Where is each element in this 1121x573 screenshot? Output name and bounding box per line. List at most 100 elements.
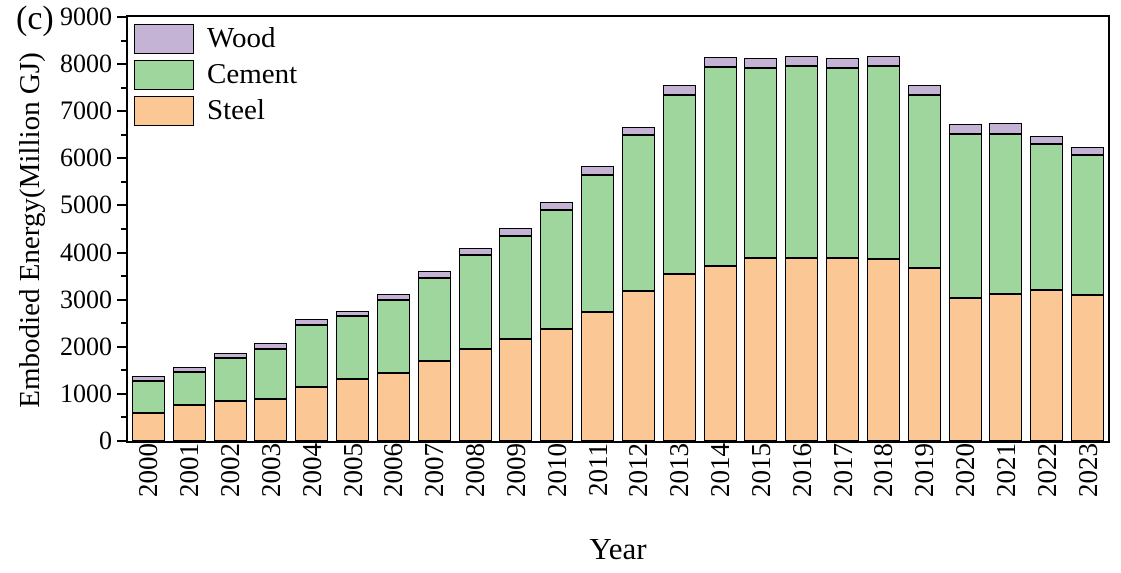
x-tick-label: 2020 [950,443,981,497]
y-tick-label: 2000 [60,331,112,361]
bar-segment-steel [866,258,900,441]
bar-segment-wood [744,58,778,69]
bar-segment-wood [336,310,370,317]
x-tick-label: 2014 [705,443,736,497]
legend-item-cement: Cement [134,58,297,91]
x-tick-label: 2017 [827,443,858,497]
bar-segment-cement [581,174,615,312]
bar-2010 [540,201,574,441]
bar-segment-steel [989,294,1023,441]
bar-segment-steel [213,401,247,441]
y-major-tick [117,251,126,254]
y-major-tick [117,110,126,113]
y-tick-label: 8000 [60,49,112,79]
y-major-tick [117,440,126,442]
bar-segment-steel [458,349,492,441]
bar-segment-steel [826,257,860,441]
bar-2018 [866,55,900,441]
y-major-tick [117,204,126,207]
x-axis-title: Year [589,531,647,566]
y-tick-label: 4000 [60,237,112,267]
panel-label: (c) [16,0,54,37]
y-major-tick [117,298,126,301]
bar-segment-wood [866,55,900,66]
x-tick-label: 2011 [582,443,613,496]
bar-segment-steel [703,266,737,441]
x-tick-label: 2007 [419,443,450,497]
legend-swatch-cement [134,59,194,90]
bar-2002 [213,352,247,441]
y-major-tick [117,392,126,395]
bar-segment-cement [172,371,206,406]
bar-segment-cement [1071,154,1105,296]
bar-segment-wood [581,165,615,175]
bar-2011 [581,165,615,441]
bar-segment-cement [866,65,900,259]
bar-segment-wood [662,85,696,95]
bar-segment-wood [254,343,288,349]
legend-swatch-wood [134,23,194,54]
y-major-tick [117,63,126,66]
bar-segment-cement [540,210,574,329]
x-tick-label: 2018 [868,443,899,497]
bar-segment-cement [703,67,737,267]
x-tick-label: 2003 [255,443,286,497]
bar-segment-cement [621,134,655,291]
legend-label: Steel [207,94,265,126]
y-minor-tick [121,133,126,136]
y-major-tick [117,157,126,160]
bar-2005 [336,310,370,441]
bar-segment-wood [785,56,819,67]
legend-item-wood: Wood [134,22,297,55]
bar-segment-wood [376,294,410,301]
bar-2008 [458,248,492,441]
bar-segment-wood [1030,135,1064,144]
bar-2013 [662,85,696,441]
x-tick-label: 2021 [990,443,1021,497]
x-tick-label: 2022 [1031,443,1062,497]
bar-2012 [621,126,655,441]
bar-segment-steel [907,267,941,441]
legend-label: Wood [207,22,276,54]
y-tick-label: 5000 [60,190,112,220]
y-major-tick [117,345,126,348]
bar-segment-steel [295,386,329,441]
y-minor-tick [121,369,126,372]
bar-segment-steel [131,412,165,441]
y-minor-tick [121,416,126,419]
bar-segment-steel [172,405,206,441]
bar-segment-wood [621,126,655,135]
bar-segment-wood [172,366,206,372]
bar-2020 [948,124,982,441]
bar-2006 [376,294,410,441]
bar-2023 [1071,146,1105,441]
bar-segment-wood [948,124,982,135]
x-tick-label: 2002 [215,443,246,497]
bar-segment-steel [254,398,288,441]
legend-swatch-steel [134,95,194,126]
bar-segment-cement [662,94,696,274]
bar-2009 [499,228,533,441]
bar-segment-wood [826,57,860,69]
x-tick-label: 2010 [541,443,572,497]
bar-2001 [172,366,206,441]
bar-segment-steel [662,273,696,441]
bar-segment-cement [458,255,492,350]
bar-2007 [417,271,451,441]
legend: Wood Cement Steel [134,22,297,130]
x-tick-label: 2004 [296,443,327,497]
bar-segment-steel [744,257,778,441]
bar-2014 [703,57,737,441]
bar-segment-cement [744,68,778,258]
bar-2004 [295,319,329,441]
bar-segment-steel [1030,290,1064,441]
bar-segment-cement [907,95,941,268]
bar-segment-wood [213,352,247,358]
bar-2015 [744,58,778,441]
x-tick-label: 2009 [500,443,531,497]
x-tick-label: 2013 [664,443,695,497]
bar-segment-steel [581,311,615,441]
y-minor-tick [121,86,126,89]
bar-segment-wood [703,57,737,68]
